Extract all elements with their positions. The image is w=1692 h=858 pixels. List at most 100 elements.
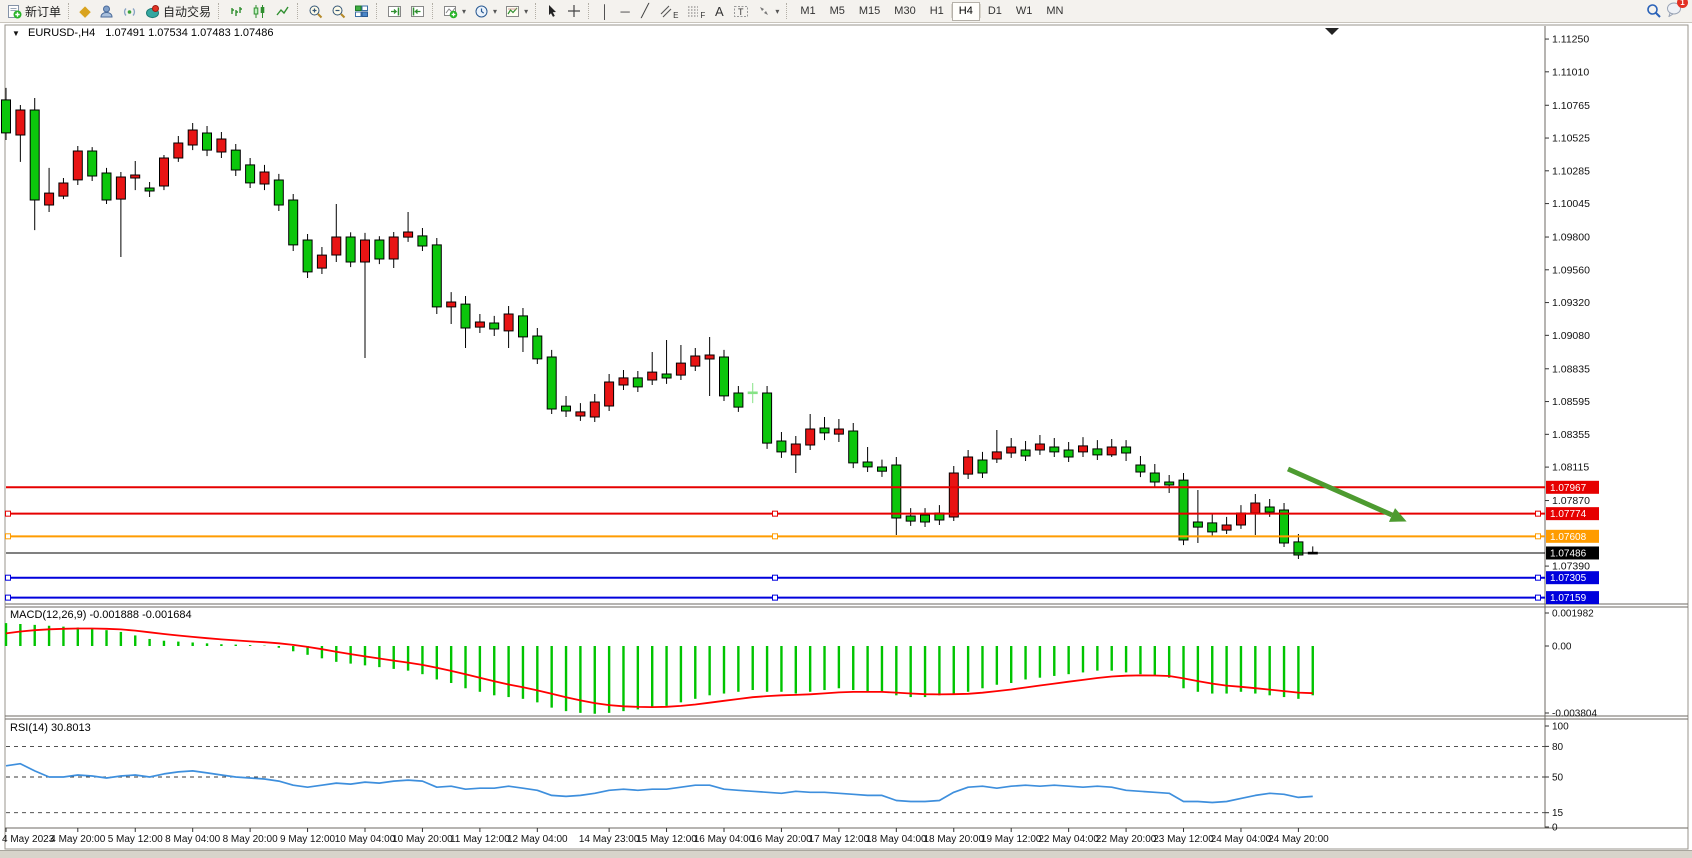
candle-body <box>72 150 83 181</box>
text-label-tool-button[interactable]: T <box>729 1 753 21</box>
separator <box>588 3 592 19</box>
tile-windows-button[interactable] <box>350 1 373 21</box>
tf-H1[interactable]: H1 <box>923 2 951 21</box>
trendline-icon: ╱ <box>641 3 649 18</box>
tf-W1[interactable]: W1 <box>1009 2 1040 21</box>
candle-body <box>1149 472 1160 483</box>
fibonacci-label: F <box>700 11 706 20</box>
time-tick-label: 11 May 12:00 <box>450 834 510 845</box>
axis-tick-label: 1.07870 <box>1552 495 1590 507</box>
price-tag-label: 1.07305 <box>1550 573 1587 584</box>
candle-body <box>1250 502 1261 514</box>
candle-body <box>503 313 514 332</box>
chart-shift-button[interactable] <box>406 1 429 21</box>
crosshair-tool-button[interactable] <box>563 1 585 21</box>
line-handle[interactable] <box>5 594 11 601</box>
chart-canvas[interactable]: 1.11250 1.11010 1.10765 1.10525 1.10285 1.100… <box>0 23 1692 858</box>
line-chart-button[interactable] <box>271 1 294 21</box>
candle-body <box>1236 512 1246 526</box>
line-handle[interactable] <box>772 574 778 581</box>
tf-M5[interactable]: M5 <box>823 2 852 21</box>
line-handle[interactable] <box>5 510 11 517</box>
tf-M15[interactable]: M15 <box>852 2 887 21</box>
separator <box>68 3 72 19</box>
candle-body <box>1034 443 1045 451</box>
candle-body <box>589 401 600 418</box>
candle-body <box>905 515 916 522</box>
search-button[interactable] <box>1642 1 1666 21</box>
line-handle[interactable] <box>772 533 778 540</box>
zoom-in-button[interactable] <box>304 1 327 21</box>
candle-body <box>202 132 212 151</box>
data-window-button[interactable] <box>95 1 118 21</box>
timeframe-bar: M1 M5 M15 M30 H1 H4 D1 W1 MN <box>793 1 1070 21</box>
line-handle[interactable] <box>1535 533 1541 540</box>
line-handle[interactable] <box>5 574 11 581</box>
time-tick-label: 9 May 12:00 <box>280 834 335 845</box>
hline-tool-button[interactable]: ─ <box>615 1 635 21</box>
new-order-button[interactable]: 新订单 <box>3 1 65 21</box>
candle-body <box>632 377 643 388</box>
autotrade-button[interactable]: 自动交易 <box>141 1 215 21</box>
tf-M1[interactable]: M1 <box>793 2 822 21</box>
trend-arrow-annotation[interactable] <box>1286 466 1407 522</box>
axis-tick-label: 1.11250 <box>1552 34 1589 46</box>
bar-chart-button[interactable] <box>225 1 248 21</box>
line-handle[interactable] <box>1535 574 1541 581</box>
tf-MN[interactable]: MN <box>1039 2 1070 21</box>
candle-body <box>388 236 399 260</box>
signals-button[interactable] <box>118 1 141 21</box>
axis-tick-label: 1.07390 <box>1552 561 1590 573</box>
vline-tool-button[interactable]: │ <box>595 1 615 21</box>
candles-layer <box>1 87 1318 559</box>
candle-chart-button[interactable] <box>248 1 271 21</box>
candle-body <box>245 164 256 184</box>
candle-body <box>331 236 342 256</box>
line-handle[interactable] <box>1535 594 1541 601</box>
line-handle[interactable] <box>772 510 778 517</box>
line-handle[interactable] <box>1535 510 1541 517</box>
market-watch-button[interactable]: ◆ <box>75 1 95 21</box>
separator <box>535 3 539 19</box>
templates-button[interactable]: ▾ <box>501 1 532 21</box>
candle-body <box>187 129 198 146</box>
channel-tool-button[interactable]: E <box>655 1 682 21</box>
candle-body <box>1078 445 1088 453</box>
candle-body <box>819 427 830 434</box>
line-handle[interactable] <box>5 533 11 540</box>
one-click-trading-toggle[interactable]: ▼ <box>12 29 20 38</box>
tf-H4[interactable]: H4 <box>951 1 980 21</box>
ohlc-label: 1.07491 1.07534 1.07483 1.07486 <box>105 27 274 39</box>
chat-badge: 1 <box>1677 0 1688 8</box>
time-tick-label: 15 May 12:00 <box>636 834 697 845</box>
chevron-down-icon: ▾ <box>462 6 467 16</box>
time-tick-label: 22 May 20:00 <box>1096 834 1157 845</box>
fibonacci-tool-button[interactable]: F <box>682 1 709 21</box>
cursor-tool-button[interactable] <box>542 1 563 21</box>
candle-body <box>87 150 98 177</box>
arrows-tool-button[interactable]: ▾ <box>753 1 783 21</box>
candle-body <box>719 356 729 397</box>
axis-tick-label: 1.10765 <box>1552 100 1590 112</box>
tf-D1[interactable]: D1 <box>981 2 1009 21</box>
template-icon <box>506 5 520 17</box>
axis-tick-label: 1.09800 <box>1552 232 1590 244</box>
chart-window-frame <box>4 24 1689 850</box>
auto-scroll-button[interactable] <box>383 1 406 21</box>
candle-body <box>805 428 816 446</box>
candle-body <box>345 236 356 263</box>
candle-body <box>618 377 629 386</box>
periods-button[interactable]: ▾ <box>470 1 501 21</box>
tf-M30[interactable]: M30 <box>887 2 922 21</box>
indicators-button[interactable]: ▾ <box>439 1 470 21</box>
chat-button[interactable]: 1 <box>1666 0 1688 22</box>
indicators-icon <box>444 5 458 18</box>
zoom-out-button[interactable] <box>327 1 350 21</box>
separator <box>376 3 380 19</box>
rsi-axis-label: 0 <box>1552 823 1558 834</box>
axis-tick-label: 1.10045 <box>1552 198 1590 210</box>
text-tool-button[interactable]: A <box>709 1 729 21</box>
trendline-tool-button[interactable]: ╱ <box>635 1 655 21</box>
chart-shift-marker[interactable] <box>1325 28 1339 35</box>
line-handle[interactable] <box>772 594 778 601</box>
